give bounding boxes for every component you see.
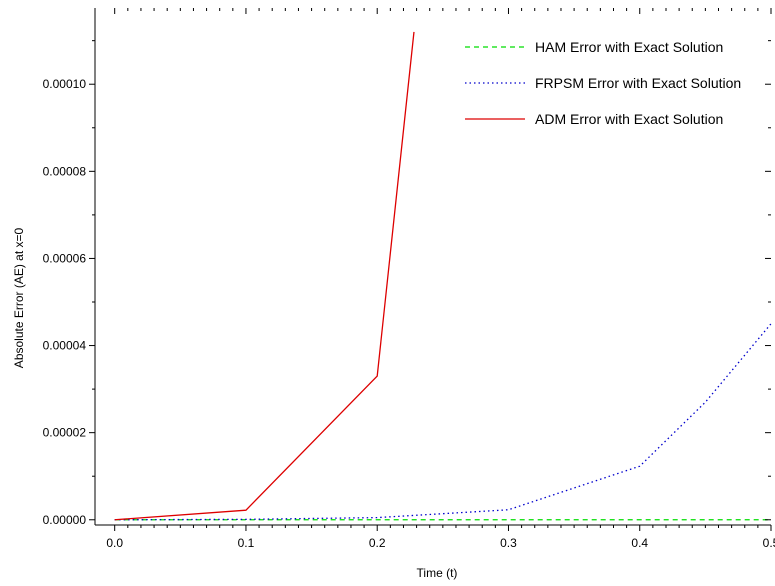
y-tick-label: 0.00008: [43, 164, 87, 178]
x-tick-label: 0.3: [500, 536, 517, 550]
plot-frame: [94, 8, 771, 526]
y-tick-label: 0.00000: [43, 513, 87, 527]
legend: HAM Error with Exact Solution FRPSM Error…: [465, 39, 741, 127]
x-tick-label: 0.4: [631, 536, 648, 550]
y-tick-label: 0.00010: [43, 77, 87, 91]
legend-label-1: FRPSM Error with Exact Solution: [535, 75, 741, 91]
y-tick-label: 0.00004: [43, 339, 87, 353]
x-tick-label: 0.1: [238, 536, 255, 550]
x-tick-label: 0.5: [763, 536, 775, 550]
x-tick-label: 0.2: [369, 536, 386, 550]
y-axis-label: Absolute Error (AE) at x=0: [12, 227, 26, 368]
x-axis-label: Time (t): [417, 566, 458, 580]
ticks-layer: 0.0 0.1 0.2 0.3 0.4 0.5 0.00000 0.00002 0.00004 0…: [43, 8, 775, 550]
y-tick-label: 0.00006: [43, 251, 87, 265]
x-tick-label: 0.0: [106, 536, 123, 550]
series-layer: [114, 31, 772, 521]
legend-label-2: ADM Error with Exact Solution: [535, 111, 723, 127]
series-line-1: [114, 323, 772, 521]
series-line-2: [114, 31, 415, 521]
y-tick-label: 0.00002: [43, 426, 87, 440]
legend-label-0: HAM Error with Exact Solution: [535, 39, 723, 55]
